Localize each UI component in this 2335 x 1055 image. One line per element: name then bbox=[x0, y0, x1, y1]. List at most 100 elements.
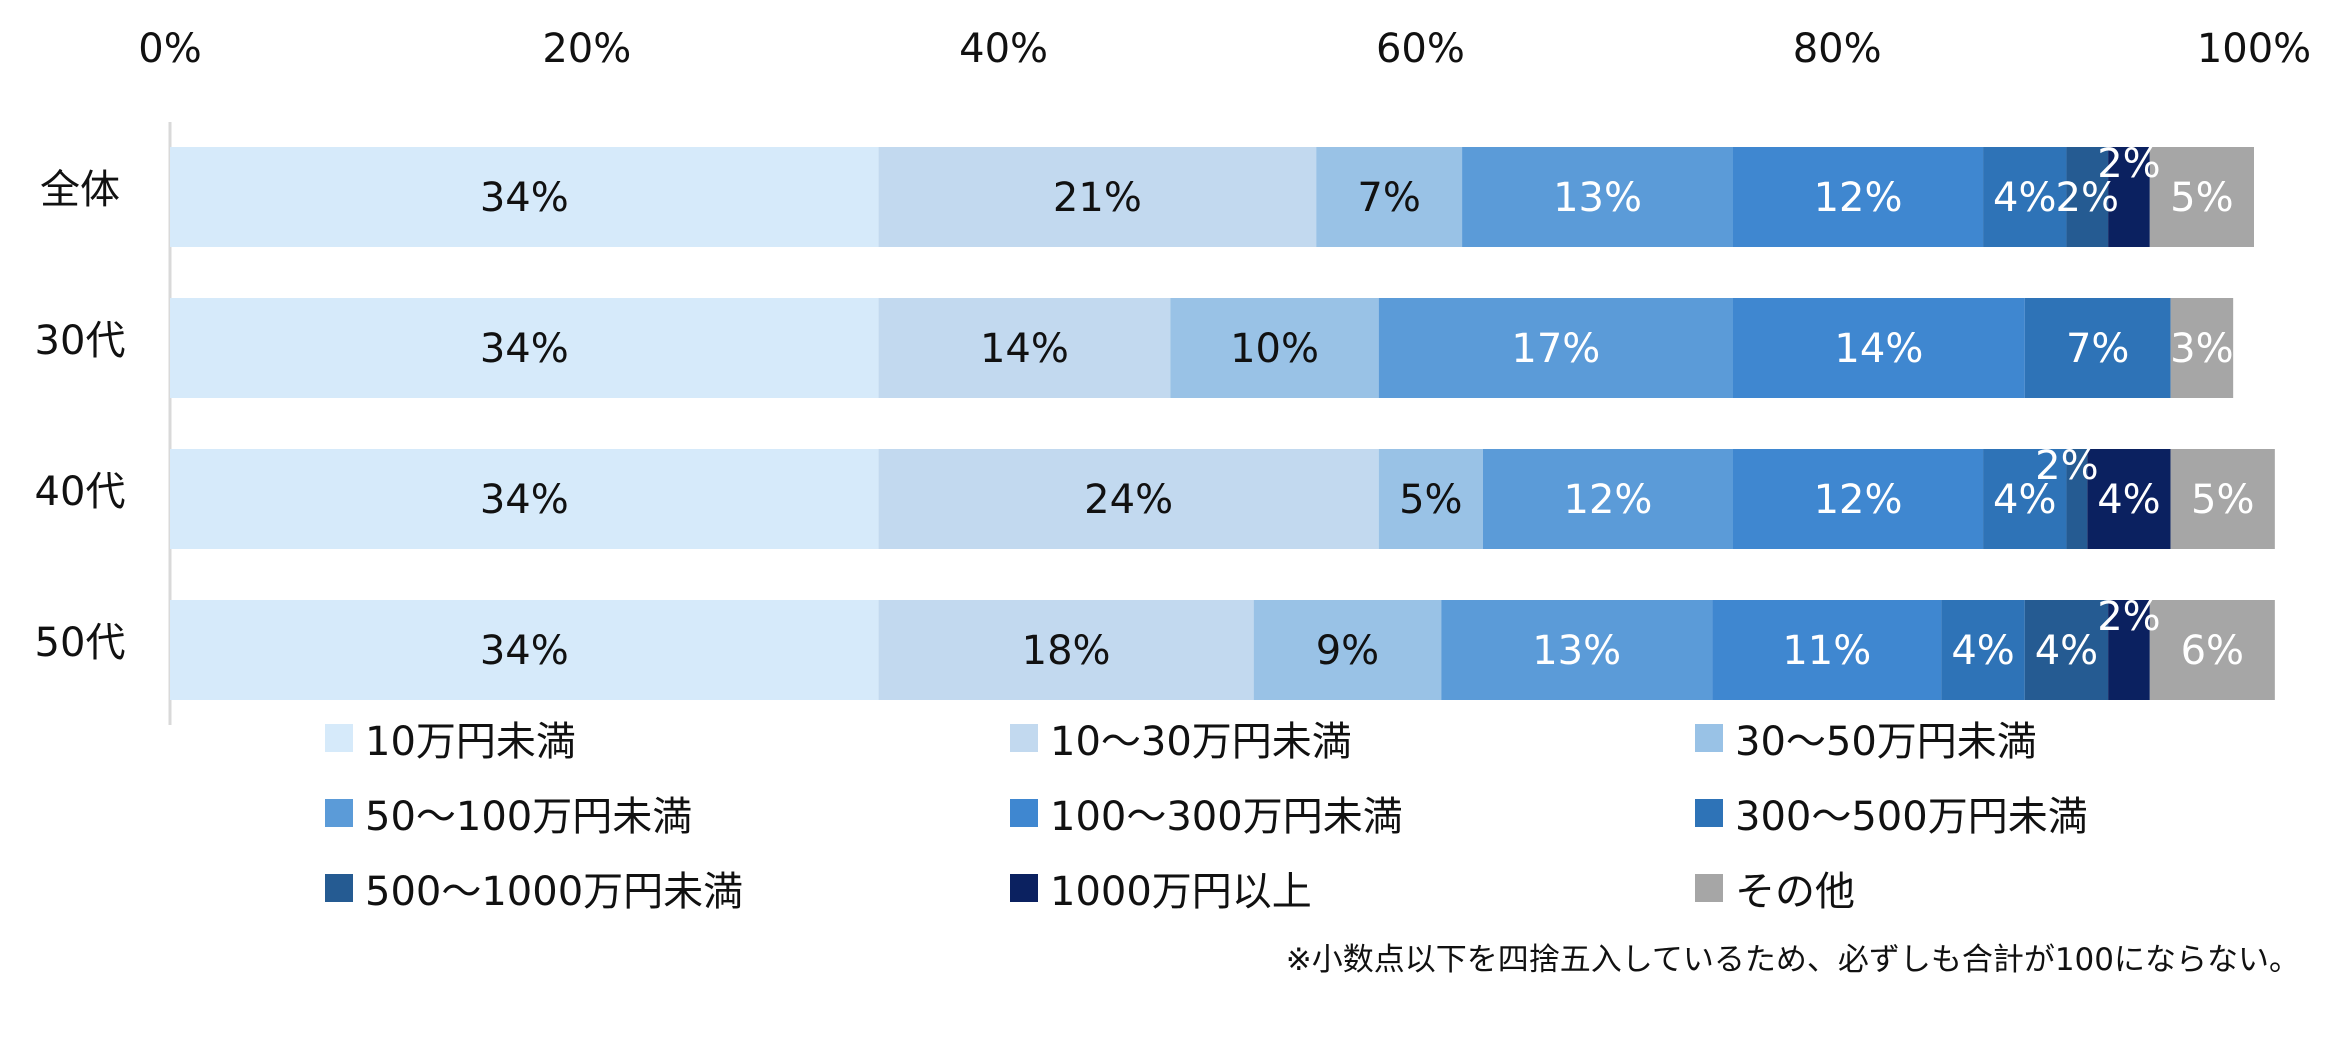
data-label: 34% bbox=[480, 175, 569, 221]
data-label: 12% bbox=[1564, 477, 1653, 523]
legend-label: 300～500万円未満 bbox=[1735, 794, 2088, 840]
legend-item: 100～300万円未満 bbox=[1010, 783, 1403, 843]
legend-item: 300～500万円未満 bbox=[1695, 783, 2088, 843]
data-label: 3% bbox=[2170, 326, 2233, 372]
data-label: 24% bbox=[1084, 477, 1173, 523]
x-tick-label: 20% bbox=[542, 26, 631, 72]
data-label: 2% bbox=[2097, 141, 2160, 187]
legend-label: 50～100万円未満 bbox=[365, 794, 693, 840]
bar-segment bbox=[2024, 298, 2171, 398]
category-label: 50代 bbox=[35, 620, 126, 666]
bar-segment bbox=[1253, 600, 1442, 700]
data-label: 17% bbox=[1511, 326, 1600, 372]
category-label: 全体 bbox=[40, 167, 120, 213]
bar-segment bbox=[1712, 600, 1942, 700]
legend-label: 30～50万円未満 bbox=[1735, 719, 2037, 765]
legend-swatch bbox=[1695, 799, 1723, 827]
x-axis-ticks: 0% 20% 40% 60% 80% 100% bbox=[138, 26, 2311, 72]
bar-labels: 34% 21% 7% 13% 12% 4% 2%2%5%34% 14% 10% 17% 14% 7% 3… bbox=[480, 141, 2255, 674]
legend-swatch bbox=[1695, 724, 1723, 752]
data-label: 34% bbox=[480, 326, 569, 372]
bar-segment bbox=[1983, 147, 2067, 247]
data-label: 7% bbox=[1357, 175, 1420, 221]
data-label: 4% bbox=[1993, 175, 2056, 221]
bar-segment bbox=[1983, 449, 2067, 549]
bar-segment bbox=[170, 298, 879, 398]
data-label: 4% bbox=[1951, 628, 2014, 674]
bar-segment bbox=[2108, 600, 2150, 700]
legend-swatch bbox=[1695, 874, 1723, 902]
data-label: 11% bbox=[1782, 628, 1871, 674]
bar-segment bbox=[2108, 147, 2150, 247]
legend-swatch bbox=[1010, 724, 1038, 752]
bar-segment bbox=[2170, 298, 2234, 398]
data-label: 2% bbox=[2097, 594, 2160, 640]
x-tick-label: 0% bbox=[138, 26, 201, 72]
bar-segment bbox=[2170, 449, 2275, 549]
data-label: 4% bbox=[2035, 628, 2098, 674]
bar-segment bbox=[878, 298, 1171, 398]
legend: 10万円未満 10～30万円未満 30～50万円未満 50～100万円未満 100～30… bbox=[325, 708, 2325, 948]
data-label: 9% bbox=[1316, 628, 1379, 674]
bar-segment bbox=[2149, 600, 2275, 700]
data-label: 10% bbox=[1230, 326, 1319, 372]
y-axis: 全体 30代 40代 50代 bbox=[35, 122, 172, 725]
data-label: 13% bbox=[1532, 628, 1621, 674]
data-label: 2% bbox=[2035, 443, 2098, 489]
bar-segment bbox=[2066, 147, 2109, 247]
data-label: 14% bbox=[980, 326, 1069, 372]
legend-item: 30～50万円未満 bbox=[1695, 708, 2037, 768]
data-label: 4% bbox=[2097, 477, 2160, 523]
bar-segment bbox=[1378, 449, 1483, 549]
legend-swatch bbox=[1010, 799, 1038, 827]
bar-segment bbox=[878, 147, 1317, 247]
bar-segment bbox=[2087, 449, 2171, 549]
legend-swatch bbox=[325, 724, 353, 752]
legend-swatch bbox=[1010, 874, 1038, 902]
legend-item: 1000万円以上 bbox=[1010, 858, 1312, 918]
data-label: 18% bbox=[1022, 628, 1111, 674]
x-tick-label: 100% bbox=[2197, 26, 2311, 72]
legend-label: 10万円未満 bbox=[365, 719, 576, 765]
data-label: 5% bbox=[2191, 477, 2254, 523]
data-label: 2% bbox=[2056, 175, 2119, 221]
x-tick-label: 80% bbox=[1793, 26, 1882, 72]
x-tick-label: 40% bbox=[959, 26, 1048, 72]
bar-segment bbox=[2149, 147, 2254, 247]
bar-segment bbox=[1941, 600, 2025, 700]
data-label: 4% bbox=[1993, 477, 2056, 523]
bar-segment bbox=[170, 147, 879, 247]
legend-swatch bbox=[325, 874, 353, 902]
legend-label: 1000万円以上 bbox=[1050, 869, 1312, 915]
data-label: 21% bbox=[1053, 175, 1142, 221]
legend-label: 500～1000万円未満 bbox=[365, 869, 744, 915]
legend-label: その他 bbox=[1735, 869, 1855, 915]
data-label: 13% bbox=[1553, 175, 1642, 221]
data-label: 14% bbox=[1834, 326, 1923, 372]
data-label: 6% bbox=[2181, 628, 2244, 674]
data-label: 34% bbox=[480, 477, 569, 523]
bar-segment bbox=[878, 449, 1379, 549]
bar-segment bbox=[2066, 449, 2088, 549]
legend-item: 500～1000万円未満 bbox=[325, 858, 743, 918]
bar-segment bbox=[1378, 298, 1733, 398]
data-label: 12% bbox=[1814, 175, 1903, 221]
category-label: 30代 bbox=[35, 318, 126, 364]
bar-segment bbox=[170, 449, 879, 549]
legend-item: 10万円未満 bbox=[325, 708, 576, 768]
bars bbox=[170, 147, 2275, 700]
data-label: 5% bbox=[1399, 477, 1462, 523]
data-label: 5% bbox=[2170, 175, 2233, 221]
data-label: 34% bbox=[480, 628, 569, 674]
bar-segment bbox=[2024, 600, 2109, 700]
x-tick-label: 60% bbox=[1376, 26, 1465, 72]
legend-label: 10～30万円未満 bbox=[1050, 719, 1352, 765]
bar-segment bbox=[170, 600, 879, 700]
category-label: 40代 bbox=[35, 469, 126, 515]
footnote: ※小数点以下を四捨五入しているため、必ずしも合計が100にならない。 bbox=[1285, 942, 2300, 978]
legend-item: 10～30万円未満 bbox=[1010, 708, 1352, 768]
bar-segment bbox=[1462, 147, 1733, 247]
data-label: 12% bbox=[1814, 477, 1903, 523]
data-label: 7% bbox=[2066, 326, 2129, 372]
